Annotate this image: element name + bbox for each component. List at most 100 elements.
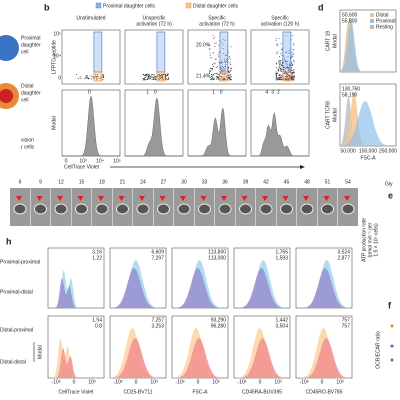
histogram [251, 111, 309, 157]
label: Proximal daughter cells [103, 3, 155, 9]
label: 6 [19, 179, 22, 185]
label: CellTrace Violet [58, 389, 94, 395]
label: 20.0% [196, 42, 211, 48]
dot [280, 76, 282, 78]
label: 0 [58, 75, 61, 81]
dot [228, 70, 230, 72]
dot [166, 73, 168, 75]
label: Distal-distal [0, 359, 26, 365]
dot [286, 64, 288, 65]
dot [292, 74, 294, 76]
cell [280, 203, 293, 215]
marker [139, 196, 145, 201]
dot [287, 68, 289, 70]
dot [277, 45, 278, 46]
label: ATP production rate [361, 218, 367, 262]
dot [224, 73, 226, 75]
label: 7,297 [151, 255, 164, 261]
dot [291, 51, 293, 53]
gate-distal [219, 71, 229, 82]
dot [96, 78, 98, 79]
dot [218, 74, 220, 76]
hist-top-front [172, 268, 228, 308]
label: 10⁴ [96, 158, 104, 164]
label: 10⁵ [113, 158, 121, 164]
label: 0 [88, 89, 91, 95]
label: 1.22 [92, 255, 102, 261]
label: 45 [284, 179, 290, 185]
dot [212, 78, 214, 80]
label: CART 19 [325, 31, 331, 52]
dot [277, 51, 279, 52]
marker [16, 196, 22, 201]
label: Modal [37, 345, 43, 359]
dot [291, 77, 293, 79]
dot [209, 57, 211, 58]
dot [84, 78, 86, 80]
dot [291, 54, 293, 56]
label: 4 [265, 89, 268, 95]
dot [209, 54, 211, 56]
dot [230, 76, 232, 78]
dot [224, 70, 226, 72]
dot [149, 75, 151, 77]
scatter-frame [187, 29, 247, 85]
label: Resting [376, 24, 393, 30]
dot [217, 76, 218, 78]
dot [145, 75, 147, 77]
dot [275, 79, 277, 81]
dot [220, 75, 222, 77]
dot [293, 71, 295, 73]
label: 27 [161, 179, 167, 185]
cell [54, 203, 68, 215]
dot [276, 52, 278, 54]
dot [222, 70, 224, 72]
dot [100, 77, 102, 79]
dot [291, 55, 293, 57]
dot [288, 78, 290, 80]
label: 21.4% [196, 73, 211, 79]
dot [224, 79, 226, 81]
dot [222, 62, 224, 63]
dot [281, 68, 282, 70]
dot [151, 77, 153, 79]
scatter-frame [124, 29, 184, 85]
dot [165, 78, 167, 80]
label: Distal-proximal [0, 327, 33, 333]
dot [285, 72, 287, 74]
dot [86, 75, 88, 77]
label: b [44, 2, 50, 12]
dot [293, 43, 294, 45]
dot [275, 39, 277, 41]
dot [162, 73, 164, 75]
dot [163, 73, 165, 75]
dot [147, 78, 149, 80]
dot [293, 49, 295, 51]
dot [223, 53, 225, 54]
dot [103, 77, 105, 79]
dot [144, 77, 146, 79]
dot [284, 70, 286, 72]
dot [283, 57, 285, 59]
dot [87, 77, 89, 79]
dot [165, 74, 166, 76]
label: -10³ [114, 379, 123, 385]
dot [229, 78, 231, 80]
label: 10³ [274, 379, 282, 385]
dot [146, 73, 148, 75]
dot [279, 60, 281, 62]
dot [276, 67, 278, 69]
dot [288, 75, 290, 77]
label: 1 [146, 89, 149, 95]
dot [223, 78, 225, 80]
dot [284, 61, 286, 62]
dot [165, 77, 166, 79]
dot [97, 74, 99, 76]
label: 1,593 [275, 255, 288, 261]
cell [198, 203, 211, 215]
label: 33 [202, 179, 208, 185]
label: 0 [321, 379, 324, 385]
label: 0 [65, 158, 68, 164]
dot [289, 70, 291, 72]
dot [221, 68, 222, 69]
